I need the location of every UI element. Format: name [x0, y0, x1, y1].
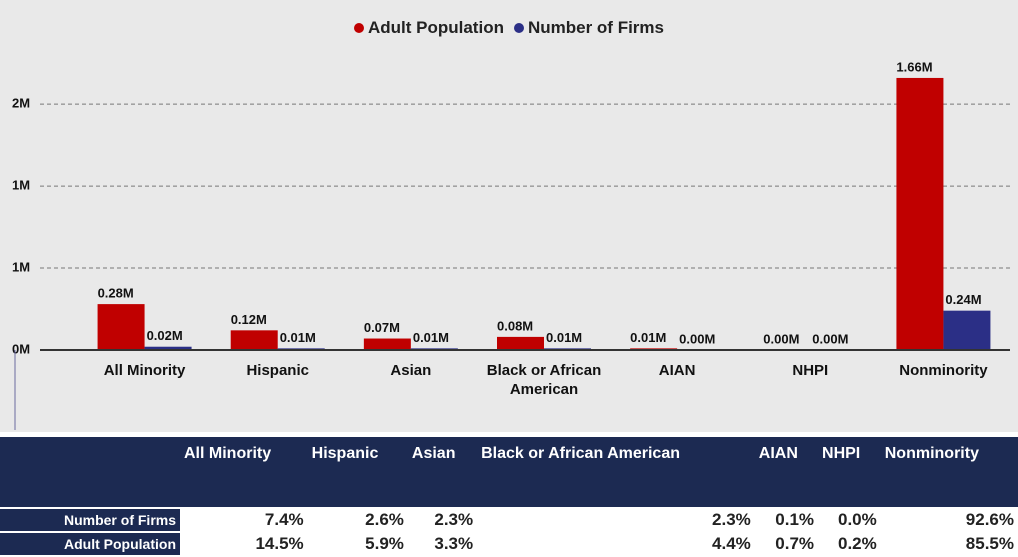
- legend-swatch: [513, 23, 524, 33]
- header-cell: AIAN: [754, 437, 819, 507]
- header-cell: NHPI: [818, 437, 881, 507]
- table-cell: 7.4%: [264, 510, 304, 529]
- header-cell: Hispanic: [307, 437, 408, 507]
- table: All Minority Hispanic Asian Black or Africa…: [0, 435, 1018, 557]
- bar: [363, 338, 411, 350]
- row-label: Adult Population: [0, 533, 180, 555]
- bar: [497, 336, 544, 350]
- table-cell: 5.9%: [365, 534, 404, 553]
- x-tick-label: All Minority: [103, 362, 186, 379]
- bar: [943, 310, 991, 350]
- legend-label: Adult Population: [367, 18, 504, 37]
- table-cell: 92.6%: [965, 510, 1014, 529]
- data-label: 0.00M: [763, 331, 799, 346]
- table-cell: 4.4%: [712, 534, 751, 553]
- bar: [896, 77, 944, 350]
- data-label: 0.00M: [679, 331, 715, 346]
- table-cell: 0.7%: [775, 534, 815, 553]
- data-label: 0.12M: [231, 312, 267, 327]
- table-cell: 2.3%: [434, 510, 474, 529]
- header-cell: All Minority: [180, 437, 308, 507]
- table-cell: 0.0%: [838, 510, 877, 529]
- data-label: 0.01M: [630, 330, 666, 345]
- legend-item: Adult Population: [353, 18, 504, 38]
- y-tick-label: 2M: [12, 96, 30, 111]
- table-cell: 0.2%: [838, 534, 877, 553]
- bar: [144, 346, 192, 350]
- legend-swatch: [353, 23, 364, 33]
- x-tick-label: Black or African American: [486, 362, 602, 398]
- x-tick-label: Asian: [390, 362, 432, 379]
- header-row: All Minority Hispanic Asian Black or Africa…: [0, 437, 1018, 507]
- data-label: 0.01M: [280, 330, 316, 345]
- row-label: Number of Firms: [0, 509, 180, 531]
- table-cell: 0.1%: [775, 510, 815, 529]
- data-label: 1.66M: [896, 59, 932, 74]
- chart: 0M 1M 1M 2M 0.28M 0.02M 0.12M 0.01M 0.07M 0.01M 0.…: [12, 59, 1010, 430]
- header-cell: Asian: [407, 437, 478, 507]
- data-label: 0.02M: [147, 328, 183, 343]
- legend-label: Number of Firms: [527, 18, 664, 37]
- table-row: Number of Firms 7.4% 2.6% 2.3% 2.3% 0.1% 0.0% 9…: [0, 509, 1018, 531]
- legend-item: Number of Firms: [513, 18, 664, 38]
- data-label: 0.00M: [812, 331, 848, 346]
- y-tick-label: 1M: [12, 259, 30, 274]
- data-label: 0.28M: [98, 286, 134, 301]
- legend: Adult Population Number of Firms: [0, 18, 1018, 38]
- data-label: 0.07M: [364, 320, 400, 335]
- x-tick-label: Nonminority: [899, 362, 988, 379]
- data-label: 0.08M: [497, 318, 533, 333]
- data-label: 0.01M: [413, 330, 449, 345]
- header-cell: Black or African American: [477, 437, 755, 507]
- chart-panel: Adult Population Number of Firms 0M 1M 1M 2M…: [0, 0, 1018, 432]
- bar: [97, 304, 145, 350]
- y-tick-label: 1M: [12, 178, 30, 193]
- header-cell: [0, 437, 180, 507]
- table-cell: 85.5%: [965, 534, 1014, 553]
- x-tick-label: AIAN: [658, 362, 696, 379]
- x-tick-label: NHPI: [792, 362, 829, 379]
- table-cell: 3.3%: [434, 534, 474, 553]
- y-tick-label: 0M: [12, 341, 30, 356]
- data-label: 0.01M: [546, 330, 582, 345]
- bar: [230, 330, 278, 350]
- data-label: 0.24M: [945, 292, 981, 307]
- table-row: Adult Population 14.5% 5.9% 3.3% 4.4% 0.7% 0.2…: [0, 533, 1018, 555]
- x-tick-label: Hispanic: [246, 362, 309, 379]
- table-cell: 14.5%: [255, 534, 304, 553]
- table-cell: 2.3%: [712, 510, 751, 529]
- table-cell: 2.6%: [365, 510, 404, 529]
- header-cell: Nonminority: [880, 437, 1018, 507]
